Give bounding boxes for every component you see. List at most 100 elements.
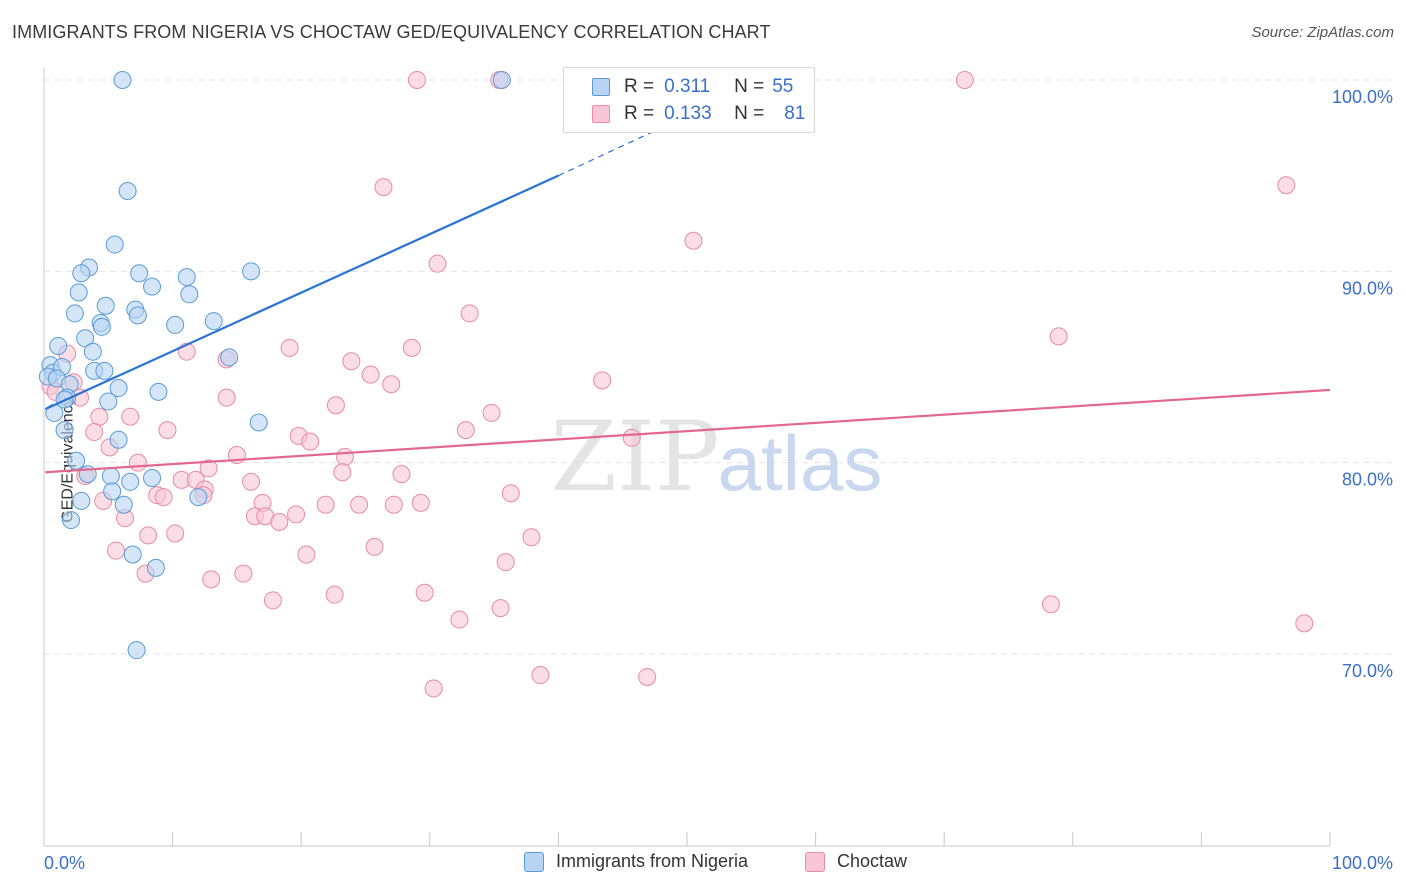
choctaw-point [326,396,345,415]
choctaw-point [234,564,253,583]
nigeria-point [146,558,165,577]
choctaw-point [107,541,126,560]
nigeria-trend-line [44,174,559,411]
legend-n-label: N = [734,103,765,124]
choctaw-point [622,428,641,447]
nigeria-point [109,430,128,449]
nigeria-point [492,71,511,89]
nigeria-point [49,336,68,355]
legend-n-label: N = [734,76,765,97]
nigeria-point [55,421,74,440]
choctaw-point [270,512,289,531]
nigeria-point [118,181,137,200]
source-credit: Source: ZipAtlas.com [1251,24,1394,41]
choctaw-point [684,231,703,250]
choctaw-point [496,553,515,572]
choctaw-point [199,459,218,478]
watermark: ZIP atlas [550,401,882,513]
legend-r-value: 0.133 [664,103,712,124]
choctaw-trend-line [45,388,1331,474]
y-tick-label: 90.0% [1342,278,1393,298]
choctaw-point [350,495,369,514]
choctaw-point [1295,614,1314,633]
choctaw-point [402,338,421,357]
legend-label-nigeria: Immigrants from Nigeria [556,851,749,871]
nigeria-point [123,545,142,564]
nigeria-point [242,262,261,281]
choctaw-point [139,526,158,545]
nigeria-point [65,304,84,323]
y-tick-label: 80.0% [1342,470,1393,490]
choctaw-point [242,472,261,491]
choctaw-point [128,453,147,472]
nigeria-point [204,312,223,331]
choctaw-point [531,666,550,685]
x-tick-labels: 0.0% 100.0% [44,853,1393,873]
nigeria-point [62,511,81,530]
y-tick-labels: 70.0% 80.0% 90.0% 100.0% [1332,87,1393,681]
choctaw-point [522,528,541,547]
correlation-legend: R = 0.311 N = 55 R = 0.133 N = 81 [563,67,815,133]
choctaw-point [384,495,403,514]
nigeria-point [127,641,146,660]
nigeria-point [96,296,115,315]
legend-row-choctaw: R = 0.133 N = 81 [564,101,805,127]
series-choctaw-points [41,71,1314,698]
choctaw-point [1049,327,1068,346]
nigeria-point [109,379,128,398]
nigeria-point [72,264,91,283]
choctaw-point [392,465,411,484]
choctaw-point [90,407,109,426]
choctaw-point [491,599,510,618]
nigeria-point [76,329,95,348]
nigeria-trend-extension [558,127,662,177]
choctaw-point [158,421,177,440]
choctaw-point [1041,595,1060,614]
choctaw-point [501,484,520,503]
legend-item-choctaw[interactable]: Choctaw [805,851,907,872]
nigeria-point [249,413,268,432]
legend-swatch-nigeria [524,851,544,872]
legend-r-label: R = [624,76,655,97]
nigeria-point [166,315,185,334]
choctaw-point [202,570,221,589]
legend-item-nigeria[interactable]: Immigrants from Nigeria [524,851,748,872]
nigeria-point [128,306,147,325]
nigeria-point [189,488,208,507]
grid-lines [44,79,1392,655]
nigeria-point [105,235,124,254]
nigeria-point [72,491,91,510]
legend-n-value: 55 [772,76,794,97]
choctaw-point [333,463,352,482]
x-tick-label-max: 100.0% [1332,853,1393,873]
choctaw-point [263,591,282,610]
series-legend: Immigrants from Nigeria Choctaw [0,851,1406,877]
choctaw-point [407,71,426,89]
nigeria-point [220,348,239,367]
choctaw-point [365,537,384,556]
choctaw-point [1277,176,1296,195]
choctaw-point [325,585,344,604]
nigeria-point [92,317,111,336]
legend-r-value: 0.311 [664,76,711,97]
choctaw-point [428,254,447,273]
nigeria-point [101,467,120,486]
choctaw-point [450,610,469,629]
watermark-zip: ZIP [550,401,719,513]
choctaw-point [424,679,443,698]
nigeria-point [143,277,162,296]
choctaw-point [297,545,316,564]
choctaw-point [154,488,173,507]
series-nigeria-points [38,71,511,660]
y-tick-label: 100.0% [1332,87,1393,107]
nigeria-point [83,342,102,361]
legend-swatch-choctaw [592,105,610,123]
choctaw-point [301,432,320,451]
choctaw-point [382,375,401,394]
choctaw-point [955,71,974,89]
choctaw-point [335,447,354,466]
choctaw-point [361,365,380,384]
legend-swatch-choctaw [805,851,825,872]
choctaw-point [121,407,140,426]
